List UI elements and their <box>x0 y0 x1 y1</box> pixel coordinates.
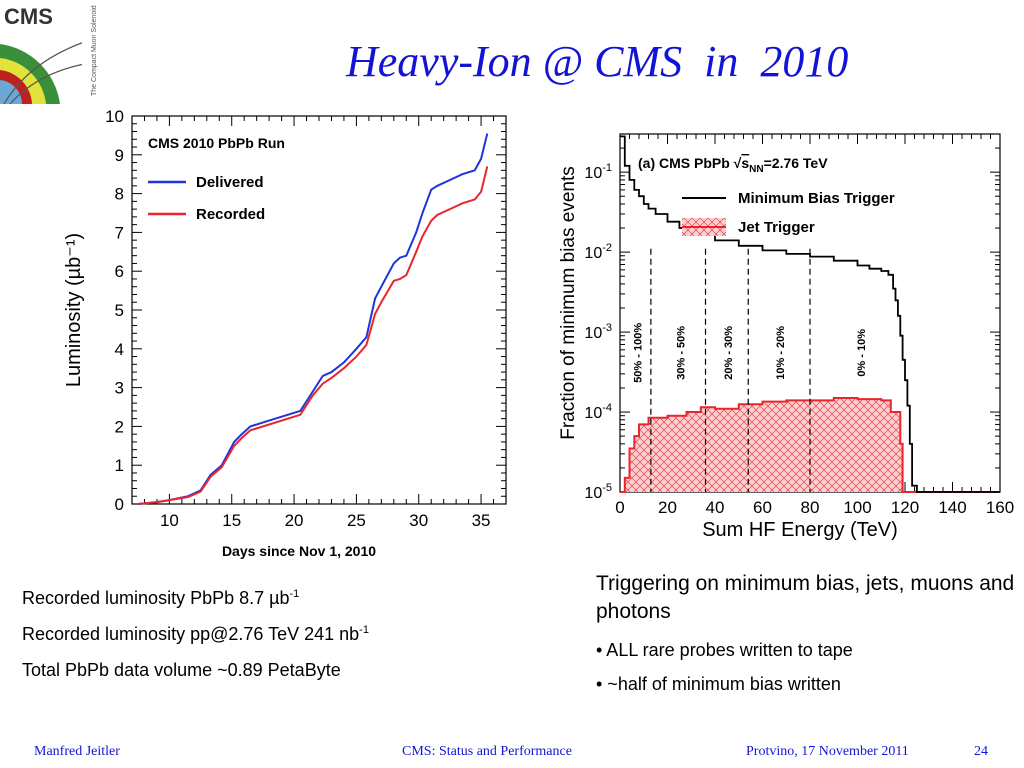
x-tick-label: 80 <box>801 498 820 517</box>
caption-pp-luminosity: Recorded luminosity pp@2.76 TeV 241 nb-1 <box>22 624 369 645</box>
centrality-bin-label: 0% - 10% <box>856 329 868 377</box>
caption-pbpb-sup: -1 <box>289 588 300 600</box>
y-axis-label: Fraction of minimum bias events <box>558 166 579 440</box>
x-tick-label: 20 <box>658 498 677 517</box>
logo-subtext: The Compact Muon Solenoid <box>91 5 98 96</box>
luminosity-chart: 10 15 20 25 30 35 0 1 2 3 4 5 6 7 8 9 10 Days since Nov 1… <box>63 107 507 559</box>
trigger-heading: Triggering on minimum bias, jets, muons … <box>596 572 1015 623</box>
x-tick-label: 25 <box>347 511 366 530</box>
bullet-rare-probes: • ALL rare probes written to tape <box>596 640 853 660</box>
series-line-jet-trigger <box>620 397 1000 493</box>
y-tick-label: 10-1 <box>584 162 612 182</box>
luminosity-plot-frame <box>131 115 507 505</box>
series-fill-jet-trigger <box>620 398 1000 492</box>
logo-text: CMS <box>4 4 53 29</box>
caption-pbpb-luminosity: Recorded luminosity PbPb 8.7 µb-1 <box>22 588 299 609</box>
y-tick-base: 10 <box>584 165 602 182</box>
y-tick-label: 6 <box>115 262 124 281</box>
x-tick-label: 100 <box>843 498 871 517</box>
x-tick-label: 40 <box>706 498 725 517</box>
caption-pbpb-text: Recorded luminosity PbPb 8.7 µb <box>22 588 290 608</box>
legend-recorded-label: Recorded <box>196 206 265 223</box>
x-axis-label: Sum HF Energy (TeV) <box>702 519 898 541</box>
x-tick-label: 160 <box>986 498 1014 517</box>
y-tick-exponent: -5 <box>602 482 612 494</box>
bullet-minbias-half: • ~half of minimum bias written <box>596 674 841 694</box>
footer-page-number: 24 <box>974 744 988 759</box>
y-axis-label: Luminosity (µb⁻¹) <box>63 233 85 387</box>
hf-energy-chart: 0 20 40 60 80 100 120 140 16010-110-210-310-410-… <box>558 133 1014 541</box>
cms-logo: CMS The Compact Muon Solenoid <box>0 0 104 104</box>
caption-pp-text: Recorded luminosity pp@2.76 TeV 241 nb <box>22 624 360 644</box>
x-tick-label: 0 <box>615 498 624 517</box>
footer-author: Manfred Jeitler <box>34 744 120 759</box>
y-tick-exponent: -1 <box>602 162 612 174</box>
series-line-delivered <box>138 133 489 505</box>
x-tick-label: 15 <box>222 511 241 530</box>
hf-title-panel: (a) CMS PbPb <box>638 155 734 171</box>
y-tick-label: 10-5 <box>584 482 612 502</box>
y-tick-label: 0 <box>115 495 124 514</box>
x-axis-label: Days since Nov 1, 2010 <box>222 543 376 559</box>
luminosity-chart-title: CMS 2010 PbPb Run <box>148 135 285 151</box>
y-tick-label: 10-2 <box>584 242 612 262</box>
centrality-bin-label: 10% - 20% <box>775 326 787 380</box>
y-tick-label: 3 <box>115 379 124 398</box>
hf-title-s: s <box>741 155 749 171</box>
y-tick-label: 4 <box>115 340 124 359</box>
slide-title: Heavy-Ion @ CMS in 2010 <box>346 37 849 86</box>
hf-title-energy: =2.76 TeV <box>764 155 829 171</box>
hf-axes: 0 20 40 60 80 100 120 140 16010-110-210-310-410-… <box>558 133 1014 541</box>
centrality-bin-label: 20% - 30% <box>723 326 735 380</box>
y-tick-label: 1 <box>115 456 124 475</box>
caption-volume-text: Total PbPb data volume ~0.89 PetaByte <box>22 660 341 680</box>
footer-center: CMS: Status and Performance <box>402 744 572 759</box>
caption-data-volume: Total PbPb data volume ~0.89 PetaByte <box>22 660 341 681</box>
x-tick-label: 20 <box>285 511 304 530</box>
x-tick-label: 35 <box>472 511 491 530</box>
y-tick-label: 2 <box>115 417 124 436</box>
x-tick-label: 140 <box>938 498 966 517</box>
x-tick-label: 10 <box>160 511 179 530</box>
y-tick-label: 5 <box>115 301 124 320</box>
y-tick-label: 7 <box>115 223 124 242</box>
y-tick-label: 9 <box>115 146 124 165</box>
series-line-minimum-bias <box>620 135 1000 493</box>
centrality-bin-label: 30% - 50% <box>675 326 687 380</box>
hf-title-sqrt: √ <box>734 155 742 171</box>
y-tick-exponent: -4 <box>602 402 612 414</box>
caption-pp-sup: -1 <box>359 624 369 636</box>
y-tick-base: 10 <box>584 245 602 262</box>
y-tick-label: 10-3 <box>584 322 612 342</box>
y-tick-base: 10 <box>584 405 602 422</box>
y-tick-exponent: -2 <box>602 242 612 254</box>
luminosity-axes: 10 15 20 25 30 35 0 1 2 3 4 5 6 7 8 9 10 Days since Nov 1… <box>63 107 507 559</box>
y-tick-label: 10 <box>105 107 124 126</box>
footer-place-date: Protvino, 17 November 2011 <box>746 744 909 759</box>
x-tick-label: 60 <box>753 498 772 517</box>
series-line-recorded <box>138 166 489 505</box>
legend-delivered-label: Delivered <box>196 174 264 191</box>
legend-minbias-label: Minimum Bias Trigger <box>738 190 895 207</box>
y-tick-base: 10 <box>584 485 602 502</box>
y-tick-label: 10-4 <box>584 402 612 422</box>
y-tick-exponent: -3 <box>602 322 612 334</box>
x-tick-label: 120 <box>891 498 919 517</box>
y-tick-base: 10 <box>584 325 602 342</box>
y-tick-label: 8 <box>115 185 124 204</box>
x-tick-label: 30 <box>409 511 428 530</box>
hf-chart-title: (a) CMS PbPb √sNN=2.76 TeV <box>638 155 828 175</box>
hf-title-nn: NN <box>749 164 763 175</box>
centrality-bin-label: 50% - 100% <box>633 323 645 383</box>
legend-jet-label: Jet Trigger <box>738 219 815 236</box>
